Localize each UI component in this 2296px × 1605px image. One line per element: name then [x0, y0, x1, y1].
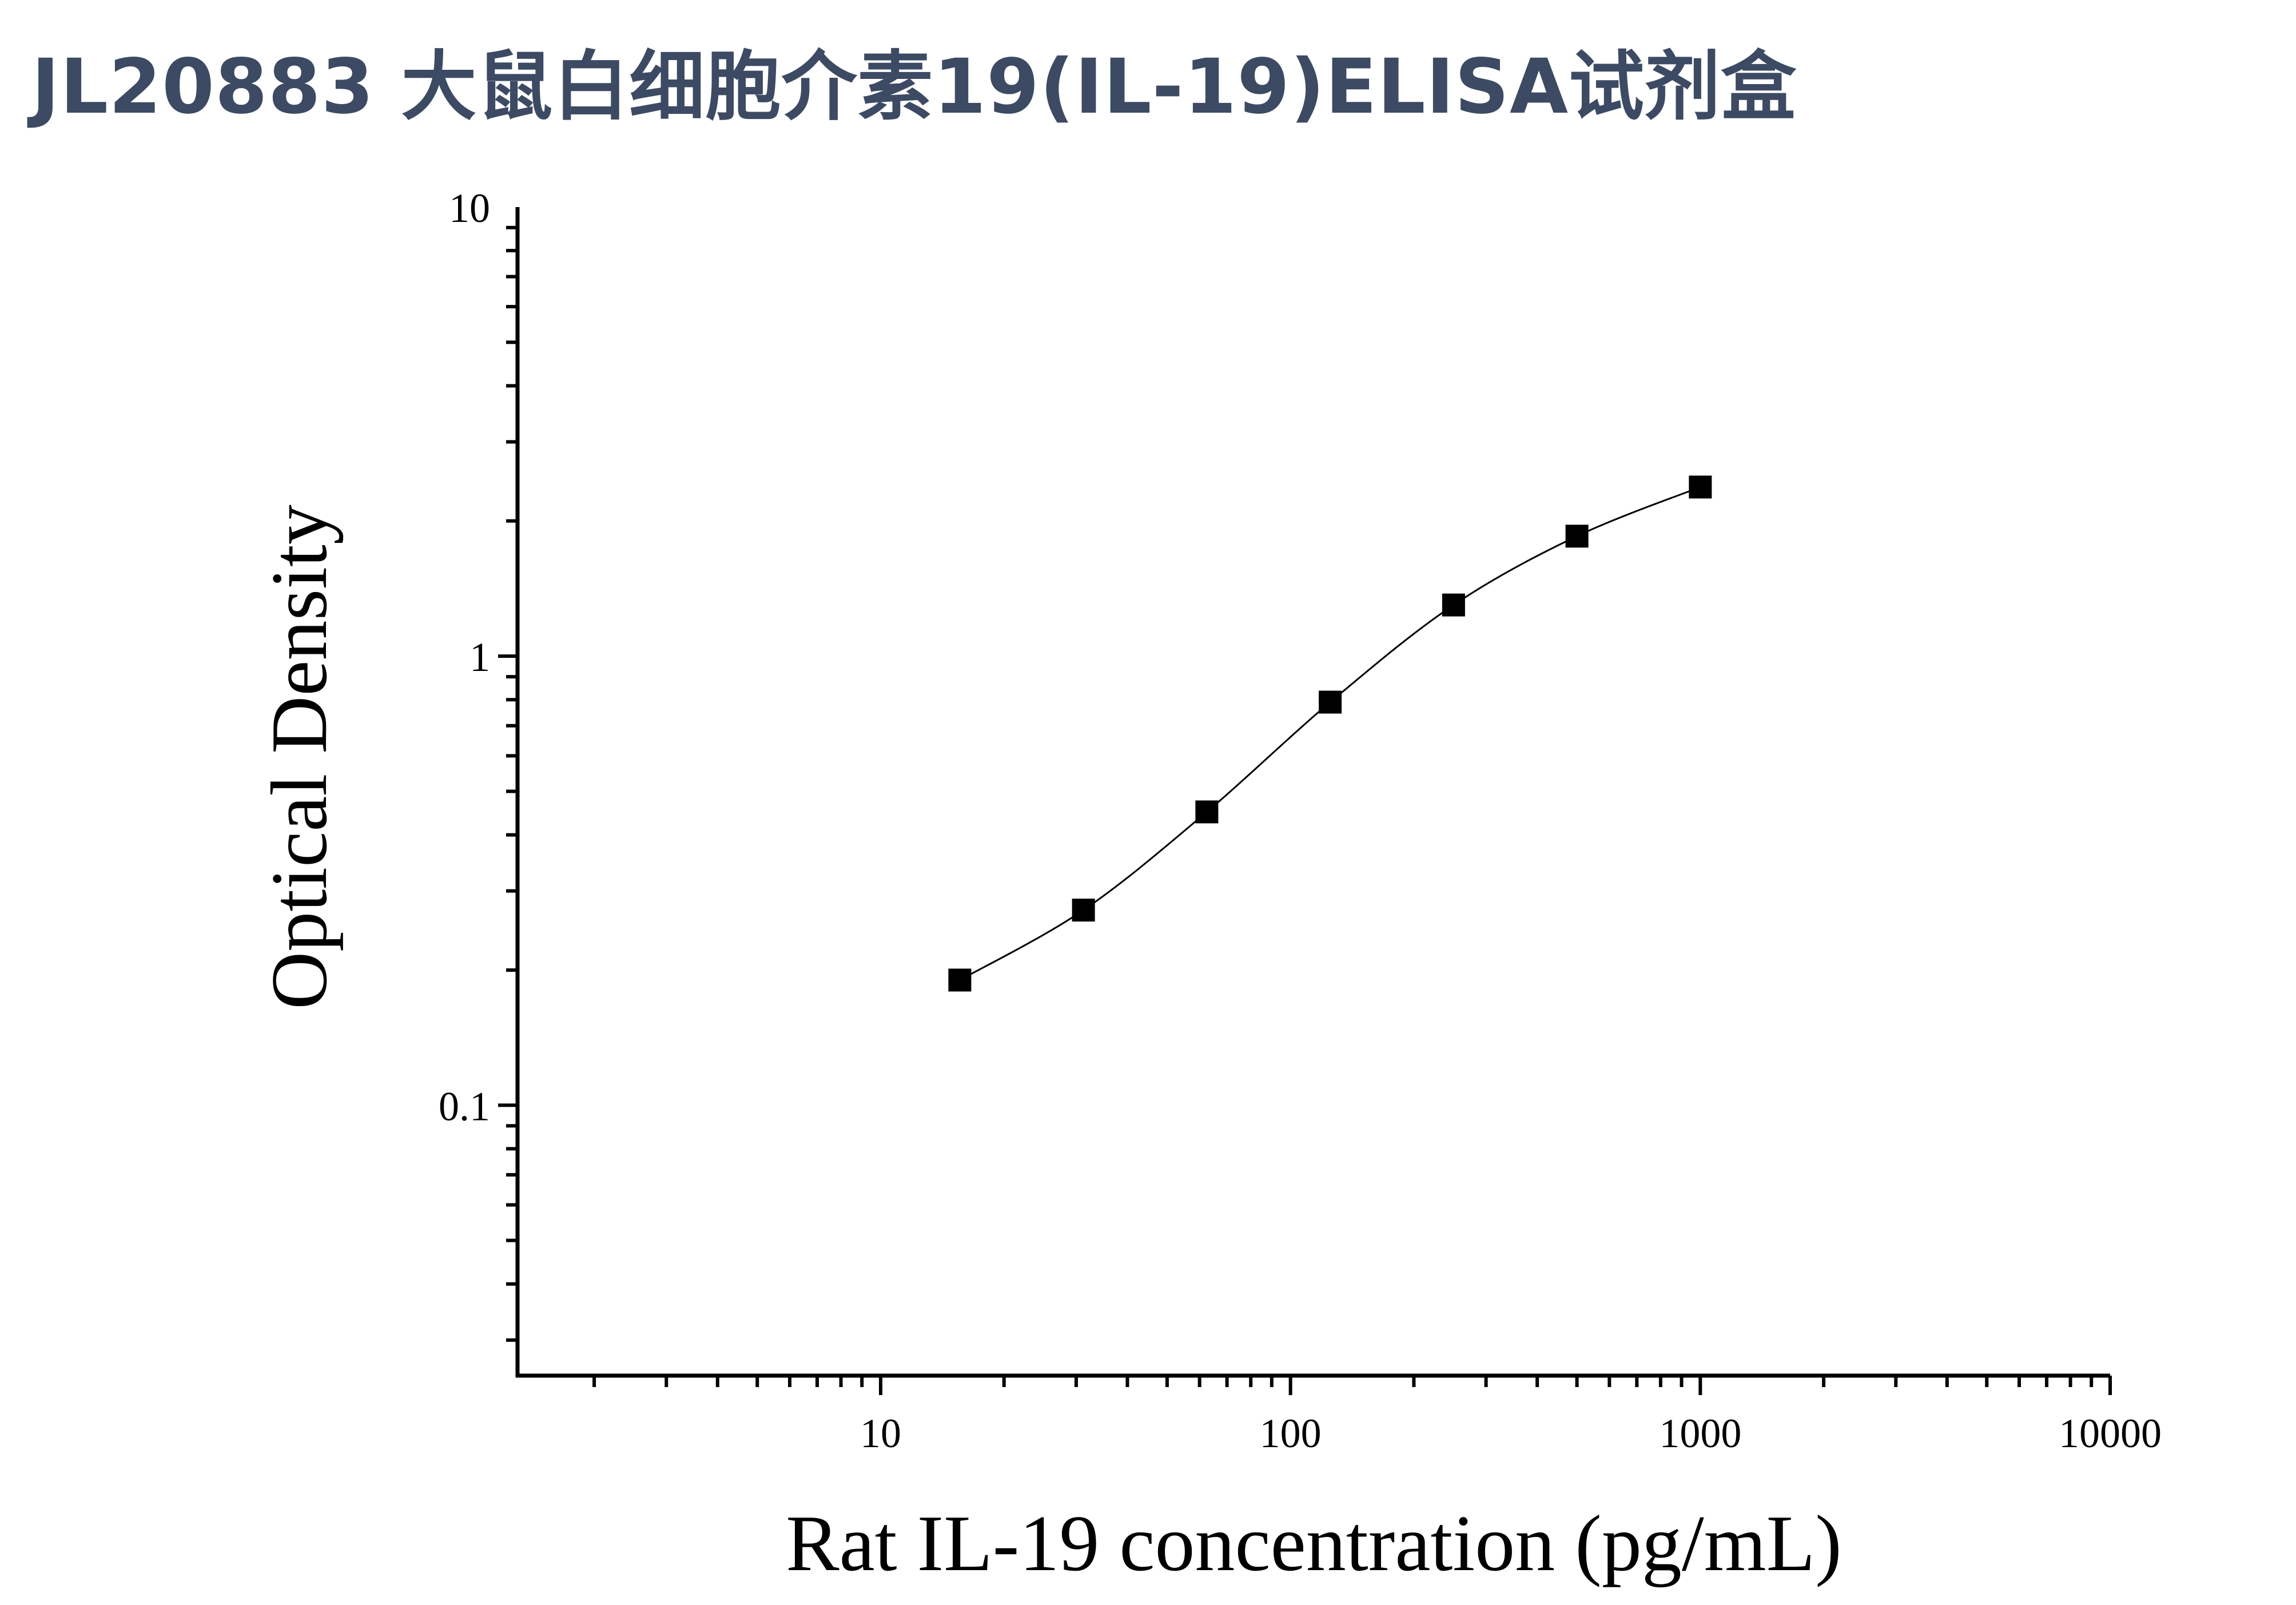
x-tick-label: 1000 [1659, 1411, 1741, 1456]
data-point [948, 968, 972, 992]
data-point [1442, 593, 1465, 617]
x-tick-label: 10000 [2059, 1411, 2162, 1456]
fit-curve-group [959, 486, 1701, 981]
data-points [948, 475, 1712, 992]
data-point [1565, 525, 1589, 548]
x-axis-ticks: 10 100 1000 10000 [592, 1376, 2162, 1456]
data-point [1195, 800, 1219, 824]
x-tick-label: 10 [860, 1411, 901, 1456]
y-tick-label: 0.1 [439, 1083, 490, 1129]
y-tick-label: 10 [449, 185, 490, 231]
x-axis-label: Rat IL-19 concentration (pg/mL) [786, 1499, 1842, 1588]
y-tick-label: 1 [469, 634, 490, 680]
data-point [1319, 690, 1342, 714]
y-axis-ticks: 0.1 1 10 [439, 185, 518, 1342]
x-tick-label: 100 [1260, 1411, 1322, 1456]
data-point [1689, 475, 1712, 499]
data-point [1072, 899, 1095, 922]
axes [515, 207, 2110, 1378]
page-title: JL20883 大鼠白细胞介素19(IL-19)ELISA试剂盒 [31, 43, 1797, 131]
fit-curve [959, 486, 1701, 981]
y-axis-label: Optical Density [255, 504, 344, 1010]
